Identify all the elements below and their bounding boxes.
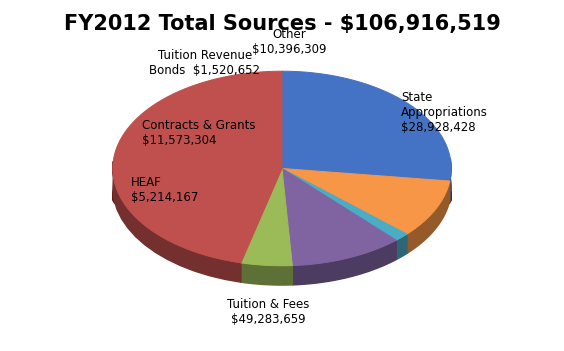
Text: Tuition & Fees
$49,283,659: Tuition & Fees $49,283,659 bbox=[227, 298, 309, 326]
Polygon shape bbox=[282, 168, 450, 234]
Text: FY2012 Total Sources - $106,916,519: FY2012 Total Sources - $106,916,519 bbox=[64, 14, 500, 34]
Text: State
Appropriations
$28,928,428: State Appropriations $28,928,428 bbox=[402, 91, 488, 134]
Polygon shape bbox=[282, 168, 407, 240]
Polygon shape bbox=[113, 161, 241, 282]
Ellipse shape bbox=[113, 169, 451, 229]
Ellipse shape bbox=[113, 164, 451, 223]
Polygon shape bbox=[113, 71, 282, 263]
Ellipse shape bbox=[113, 166, 451, 225]
Ellipse shape bbox=[113, 165, 451, 224]
Polygon shape bbox=[241, 168, 292, 266]
Text: Contracts & Grants
$11,573,304: Contracts & Grants $11,573,304 bbox=[142, 119, 255, 147]
Text: Tuition Revenue
Bonds  $1,520,652: Tuition Revenue Bonds $1,520,652 bbox=[149, 49, 260, 77]
Ellipse shape bbox=[113, 167, 451, 226]
Ellipse shape bbox=[113, 169, 451, 228]
Polygon shape bbox=[282, 168, 396, 266]
Text: HEAF
$5,214,167: HEAF $5,214,167 bbox=[131, 176, 199, 204]
Polygon shape bbox=[282, 71, 451, 181]
Polygon shape bbox=[407, 181, 450, 253]
Ellipse shape bbox=[113, 166, 451, 225]
Ellipse shape bbox=[113, 168, 451, 227]
Polygon shape bbox=[241, 263, 292, 285]
Ellipse shape bbox=[113, 165, 451, 225]
Polygon shape bbox=[292, 240, 396, 285]
Ellipse shape bbox=[113, 164, 451, 223]
Ellipse shape bbox=[113, 168, 451, 227]
Ellipse shape bbox=[113, 167, 451, 226]
Polygon shape bbox=[396, 234, 407, 259]
Polygon shape bbox=[450, 158, 451, 200]
Ellipse shape bbox=[113, 165, 451, 224]
Text: Other
$10,396,309: Other $10,396,309 bbox=[252, 28, 326, 56]
